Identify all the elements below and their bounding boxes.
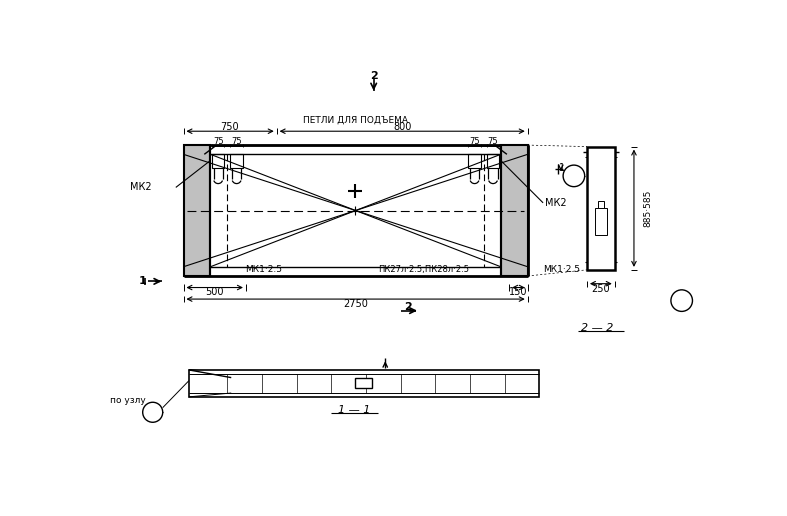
- Text: 885·585: 885·585: [643, 189, 652, 227]
- Text: по узлу: по узлу: [109, 396, 146, 405]
- Bar: [487, 154, 499, 168]
- Text: 2: 2: [679, 300, 685, 309]
- Bar: [212, 154, 224, 168]
- Text: МК2: МК2: [130, 183, 151, 192]
- Text: 2 — 2: 2 — 2: [581, 322, 613, 333]
- Text: ПЕТЛИ ДЛЯ ПОДЪЕМА: ПЕТЛИ ДЛЯ ПОДЪЕМА: [303, 116, 408, 125]
- Bar: [598, 201, 604, 208]
- Text: 75: 75: [488, 137, 498, 146]
- Text: 4: 4: [150, 412, 156, 421]
- Bar: [587, 147, 615, 270]
- Text: 46: 46: [567, 168, 581, 178]
- Bar: [183, 145, 210, 276]
- Bar: [501, 145, 528, 276]
- Bar: [595, 208, 607, 235]
- Text: 46: 46: [675, 293, 689, 302]
- Circle shape: [142, 402, 163, 422]
- Text: МК1·2.5: МК1·2.5: [245, 265, 282, 275]
- Bar: [468, 154, 481, 168]
- Text: 46: 46: [146, 404, 159, 414]
- Text: 2: 2: [370, 71, 378, 81]
- Text: 75: 75: [231, 137, 242, 146]
- Circle shape: [671, 290, 693, 311]
- Text: 2750: 2750: [343, 299, 368, 309]
- Text: 1 — 1: 1 — 1: [338, 405, 371, 415]
- Text: 750: 750: [220, 122, 239, 133]
- Polygon shape: [189, 370, 231, 378]
- Text: 1: 1: [139, 277, 146, 286]
- Circle shape: [563, 165, 585, 187]
- Bar: [189, 370, 539, 397]
- Text: МК2: МК2: [545, 198, 567, 208]
- Text: МК1·2.5: МК1·2.5: [543, 265, 580, 275]
- Text: 1: 1: [571, 175, 577, 184]
- Text: 800: 800: [393, 122, 412, 133]
- Text: 1: 1: [560, 163, 565, 173]
- Text: 500: 500: [205, 287, 224, 297]
- Text: 250: 250: [592, 284, 610, 294]
- Text: 2: 2: [405, 302, 412, 312]
- Text: 150: 150: [509, 287, 528, 297]
- Bar: [231, 154, 243, 168]
- Text: 75: 75: [469, 137, 480, 146]
- Text: 75: 75: [212, 137, 224, 146]
- Bar: [355, 378, 372, 389]
- Text: ПК27л·2.5;ПК28л·2.5: ПК27л·2.5;ПК28л·2.5: [379, 265, 469, 275]
